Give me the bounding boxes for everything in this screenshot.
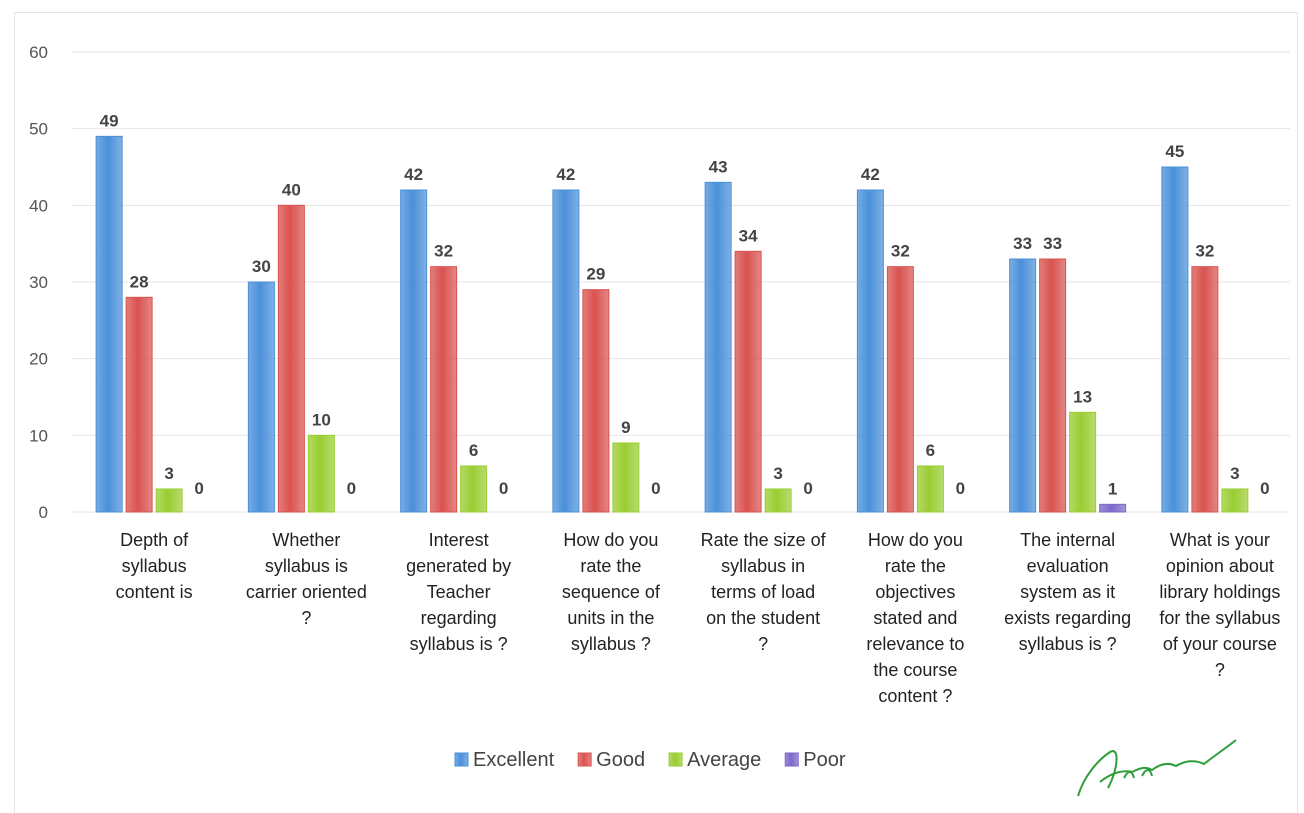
data-label: 0 bbox=[347, 479, 356, 498]
data-label: 28 bbox=[130, 272, 149, 291]
bar-average bbox=[916, 465, 944, 513]
bar-average bbox=[764, 488, 792, 513]
category-label: How do you rate the sequence of units in th… bbox=[562, 530, 661, 654]
data-label: 10 bbox=[312, 410, 331, 429]
data-label: 32 bbox=[1195, 242, 1214, 261]
y-tick-label: 10 bbox=[29, 426, 48, 445]
bar-excellent bbox=[1161, 166, 1189, 513]
legend-swatch-excellent bbox=[454, 752, 469, 767]
category-label: Depth of syllabus content is bbox=[116, 530, 193, 602]
bar-good bbox=[1191, 266, 1219, 513]
bar-excellent bbox=[1009, 258, 1037, 513]
category-label: Whether syllabus is carrier oriented? bbox=[246, 530, 367, 628]
bar-average bbox=[155, 488, 183, 513]
category-label: Rate the size of syllabus in terms of load… bbox=[701, 530, 827, 654]
legend-swatch-poor bbox=[784, 752, 799, 767]
data-label: 1 bbox=[1108, 479, 1117, 498]
data-label: 13 bbox=[1073, 387, 1092, 406]
bar-good bbox=[430, 266, 458, 513]
data-label: 33 bbox=[1013, 234, 1032, 253]
data-label: 45 bbox=[1165, 142, 1184, 161]
y-tick-label: 30 bbox=[29, 273, 48, 292]
data-label: 0 bbox=[803, 479, 812, 498]
data-label: 0 bbox=[956, 479, 965, 498]
legend-label: Good bbox=[596, 749, 645, 771]
bar-average bbox=[1221, 488, 1249, 513]
data-label: 3 bbox=[164, 464, 173, 483]
data-label: 6 bbox=[469, 441, 478, 460]
data-label: 49 bbox=[100, 111, 119, 130]
bar-excellent bbox=[856, 189, 884, 513]
bar-good bbox=[277, 204, 305, 513]
y-tick-label: 0 bbox=[39, 503, 48, 522]
y-tick-label: 40 bbox=[29, 196, 48, 215]
y-tick-label: 50 bbox=[29, 120, 48, 139]
bar-good bbox=[886, 266, 914, 513]
bar-good bbox=[125, 296, 153, 513]
gridlines bbox=[72, 51, 1290, 513]
data-label: 42 bbox=[556, 165, 575, 184]
legend: Excellent Good Average Poor bbox=[454, 749, 846, 771]
bar-average bbox=[612, 442, 640, 513]
data-label: 0 bbox=[1260, 479, 1269, 498]
data-label: 30 bbox=[252, 257, 271, 276]
category-label: The internal evaluation system as it exists… bbox=[1004, 530, 1131, 654]
bars bbox=[95, 135, 1249, 513]
data-label: 42 bbox=[404, 165, 423, 184]
data-label: 0 bbox=[499, 479, 508, 498]
bar-average bbox=[307, 434, 335, 513]
legend-label: Excellent bbox=[473, 749, 555, 771]
legend-swatch-good bbox=[577, 752, 592, 767]
bar-excellent bbox=[400, 189, 428, 513]
legend-label: Poor bbox=[803, 749, 846, 771]
data-label: 9 bbox=[621, 418, 630, 437]
bar-excellent bbox=[247, 281, 275, 513]
data-label: 40 bbox=[282, 180, 301, 199]
bar-excellent bbox=[95, 135, 123, 513]
data-label: 42 bbox=[861, 165, 880, 184]
data-label: 32 bbox=[434, 242, 453, 261]
y-tick-label: 20 bbox=[29, 350, 48, 369]
data-label: 43 bbox=[709, 157, 728, 176]
legend-swatch-average bbox=[668, 752, 683, 767]
bar-average bbox=[1069, 411, 1097, 513]
data-label: 3 bbox=[1230, 464, 1239, 483]
bar-poor bbox=[1099, 503, 1127, 513]
data-label: 3 bbox=[773, 464, 782, 483]
data-label: 0 bbox=[194, 479, 203, 498]
y-tick-label: 60 bbox=[29, 43, 48, 62]
bar-good bbox=[1039, 258, 1067, 513]
data-label: 33 bbox=[1043, 234, 1062, 253]
data-label: 6 bbox=[926, 441, 935, 460]
bar-excellent bbox=[704, 181, 732, 513]
bar-excellent bbox=[552, 189, 580, 513]
data-label: 34 bbox=[739, 226, 758, 245]
bar-good bbox=[582, 289, 610, 513]
data-label: 32 bbox=[891, 242, 910, 261]
category-label: How do you rate the objectives stated and re… bbox=[866, 530, 964, 706]
y-axis: 0 10 20 30 40 50 60 bbox=[29, 43, 48, 522]
category-label: What is your opinion about library holding… bbox=[1159, 530, 1280, 680]
legend-label: Average bbox=[687, 749, 761, 771]
bar-average bbox=[460, 465, 488, 513]
bar-good bbox=[734, 250, 762, 513]
category-label: Interest generated by Teacher regarding syll… bbox=[406, 530, 511, 654]
x-axis: Depth of syllabus content is Whether syllabu… bbox=[116, 530, 1281, 706]
data-label: 0 bbox=[651, 479, 660, 498]
chart-frame bbox=[14, 12, 1298, 813]
data-label: 29 bbox=[586, 265, 605, 284]
signature-scribble bbox=[1077, 739, 1237, 797]
